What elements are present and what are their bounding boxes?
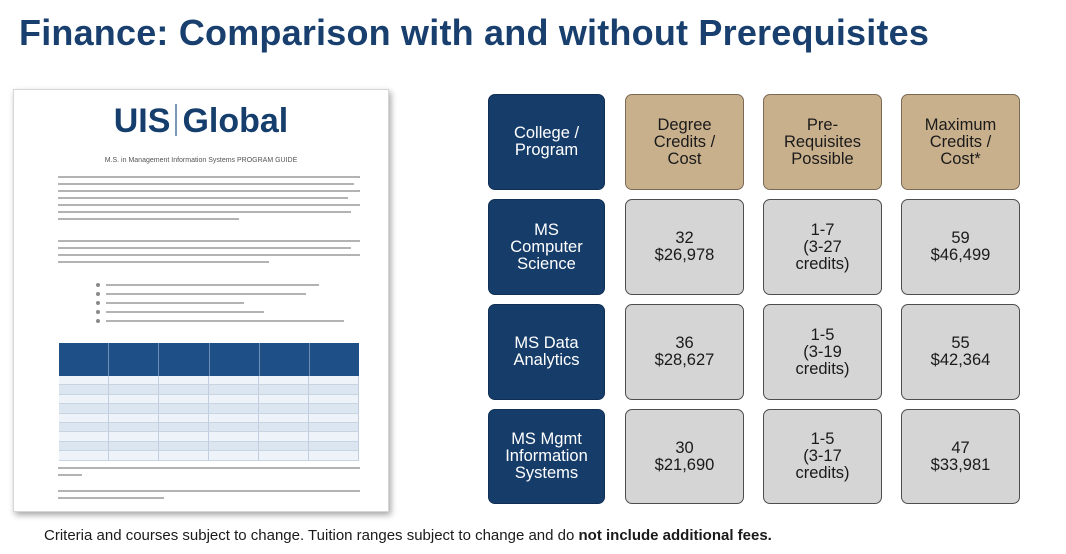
- program-guide-thumbnail: UIS Global M.S. in Management Information…: [13, 89, 389, 512]
- table-footnote: [58, 467, 360, 481]
- program-ms-computer-science: MS Computer Science: [488, 199, 605, 295]
- estimate-footnote: [58, 490, 360, 504]
- degree-cell-data-analytics: 36 $28,627: [625, 304, 744, 400]
- second-paragraph: [58, 240, 360, 268]
- header-maximum-credits-cost: Maximum Credits / Cost*: [901, 94, 1020, 190]
- prereq-cell-computer-science: 1-7 (3-27 credits): [763, 199, 882, 295]
- logo-global: Global: [182, 102, 289, 140]
- logo-divider: [175, 104, 178, 136]
- logo-uis: UIS: [113, 102, 171, 140]
- max-cell-mgmt-information-systems: 47 $33,981: [901, 409, 1020, 504]
- footer-disclaimer: Criteria and courses subject to change. …: [44, 527, 772, 544]
- footer-text: Criteria and courses subject to change. …: [44, 527, 579, 544]
- slide-title: Finance: Comparison with and without Pre…: [19, 12, 930, 53]
- program-ms-data-analytics: MS Data Analytics: [488, 304, 605, 400]
- tuition-table-thumbnail: [59, 343, 359, 461]
- header-college-program: College / Program: [488, 94, 605, 190]
- program-guide-heading: M.S. in Management Information Systems P…: [104, 157, 298, 164]
- header-prerequisites-possible: Pre- Requisites Possible: [763, 94, 882, 190]
- footer-bold-text: not include additional fees.: [578, 527, 772, 544]
- intro-paragraph: [58, 176, 360, 225]
- max-cell-data-analytics: 55 $42,364: [901, 304, 1020, 400]
- uis-global-logo: UIS Global: [14, 102, 388, 141]
- max-cell-computer-science: 59 $46,499: [901, 199, 1020, 295]
- header-degree-credits-cost: Degree Credits / Cost: [625, 94, 744, 190]
- program-ms-mgmt-information-systems: MS Mgmt Information Systems: [488, 409, 605, 504]
- course-bullet-list: [96, 283, 356, 329]
- degree-cell-computer-science: 32 $26,978: [625, 199, 744, 295]
- degree-cell-mgmt-information-systems: 30 $21,690: [625, 409, 744, 504]
- prereq-cell-data-analytics: 1-5 (3-19 credits): [763, 304, 882, 400]
- prereq-cell-mgmt-information-systems: 1-5 (3-17 credits): [763, 409, 882, 504]
